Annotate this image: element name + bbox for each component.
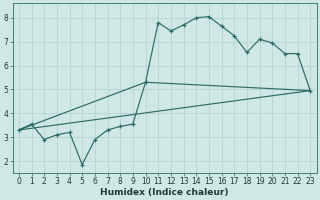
X-axis label: Humidex (Indice chaleur): Humidex (Indice chaleur) [100, 188, 229, 197]
